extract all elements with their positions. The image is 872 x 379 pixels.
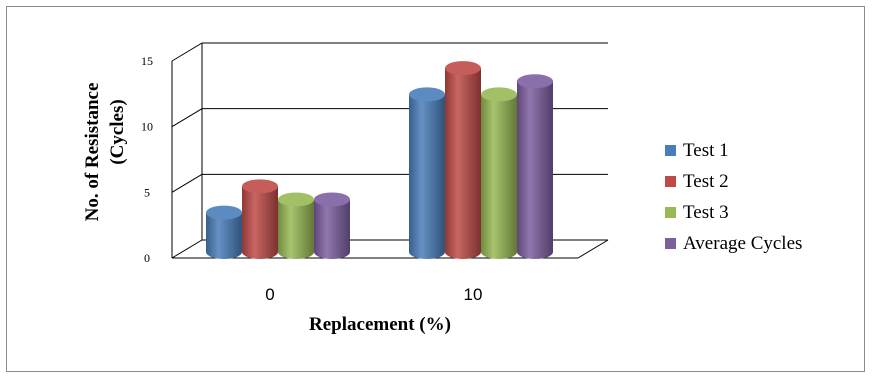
bar-top — [278, 192, 314, 207]
bar-test-2-cat-10 — [445, 61, 481, 259]
legend-label: Average Cycles — [683, 233, 802, 254]
gridline-side-1 — [171, 173, 203, 193]
legend-swatch — [665, 207, 676, 218]
x-tick-label-1: 10 — [464, 285, 483, 304]
bar-test-3-cat-10 — [481, 87, 517, 260]
bar-body — [409, 94, 445, 260]
legend-item-1: Test 2 — [665, 171, 729, 192]
x-axis-title: Replacement (%) — [309, 314, 451, 335]
legend-swatch — [665, 238, 676, 249]
bar-body — [278, 199, 314, 259]
bar-test-1-cat-0 — [206, 205, 242, 259]
bar-body — [517, 81, 553, 260]
bar-average-cycles-cat-10 — [517, 74, 553, 260]
bar-average-cycles-cat-0 — [314, 192, 350, 259]
bar-test-3-cat-0 — [278, 192, 314, 259]
bar-top — [242, 179, 278, 194]
y-tick-label-0: 0 — [144, 251, 150, 265]
bar-top — [481, 87, 517, 102]
legend-item-3: Average Cycles — [665, 233, 802, 254]
bar-top — [445, 61, 481, 76]
gridline-side-0 — [171, 239, 203, 259]
y-tick-label-1: 5 — [144, 185, 150, 199]
bar-top — [409, 87, 445, 102]
legend-item-0: Test 1 — [665, 140, 729, 161]
floor-right-edge — [577, 239, 609, 259]
legend: Test 1 Test 2 Test 3 Average Cycles — [665, 140, 802, 254]
x-axis-ticks: 0 10 — [265, 285, 482, 304]
legend-label: Test 3 — [683, 202, 729, 223]
bar-test-2-cat-0 — [242, 179, 278, 259]
y-axis-title-line-2: (Cycles) — [107, 99, 128, 164]
gridline-side-2 — [171, 108, 203, 128]
y-tick-label-2: 10 — [141, 120, 153, 134]
gridline-side-3 — [171, 42, 203, 62]
legend-label: Test 2 — [683, 171, 729, 192]
bar-body — [242, 186, 278, 259]
bar-body — [206, 212, 242, 259]
bars — [206, 61, 553, 260]
bar-top — [314, 192, 350, 207]
bar-body — [314, 199, 350, 259]
legend-item-2: Test 3 — [665, 202, 729, 223]
legend-swatch — [665, 176, 676, 187]
x-tick-label-0: 0 — [265, 285, 274, 304]
y-axis-title-line-1: No. of Resistance — [82, 83, 103, 222]
y-axis-ticks: 0 5 10 15 — [141, 54, 153, 265]
bar-body — [445, 68, 481, 259]
bar-top — [206, 205, 242, 220]
bar-top — [517, 74, 553, 89]
bar-test-1-cat-10 — [409, 87, 445, 260]
legend-swatch — [665, 145, 676, 156]
y-tick-label-3: 15 — [141, 54, 153, 68]
legend-label: Test 1 — [683, 140, 729, 161]
bar-body — [481, 94, 517, 260]
